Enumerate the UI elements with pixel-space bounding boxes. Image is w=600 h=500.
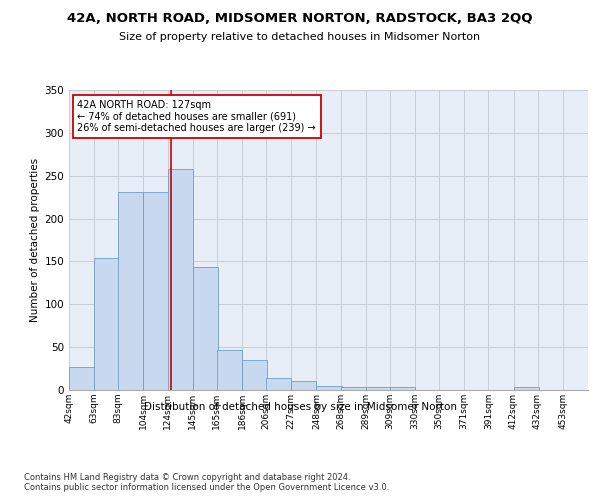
Bar (69, 367, 94, 390)
Bar (291, 382, 316, 390)
Text: 42A NORTH ROAD: 127sqm
← 74% of detached houses are smaller (691)
26% of semi-de: 42A NORTH ROAD: 127sqm ← 74% of detached… (77, 100, 316, 134)
Bar (341, 386, 366, 390)
Bar (366, 386, 391, 390)
Y-axis label: Number of detached properties: Number of detached properties (30, 158, 40, 322)
Text: Size of property relative to detached houses in Midsomer Norton: Size of property relative to detached ho… (119, 32, 481, 42)
Bar (118, 192, 143, 390)
Text: Distribution of detached houses by size in Midsomer Norton: Distribution of detached houses by size … (143, 402, 457, 412)
Bar (143, 192, 169, 390)
Bar (193, 268, 218, 390)
Bar (94, 258, 119, 390)
Text: Contains HM Land Registry data © Crown copyright and database right 2024.
Contai: Contains HM Land Registry data © Crown c… (24, 472, 389, 492)
Bar (217, 350, 242, 390)
Text: 42A, NORTH ROAD, MIDSOMER NORTON, RADSTOCK, BA3 2QQ: 42A, NORTH ROAD, MIDSOMER NORTON, RADSTO… (67, 12, 533, 26)
Bar (514, 388, 539, 390)
Bar (242, 360, 267, 390)
Bar (167, 169, 193, 390)
Bar (266, 378, 291, 390)
Bar (316, 386, 342, 390)
Bar (390, 386, 415, 390)
